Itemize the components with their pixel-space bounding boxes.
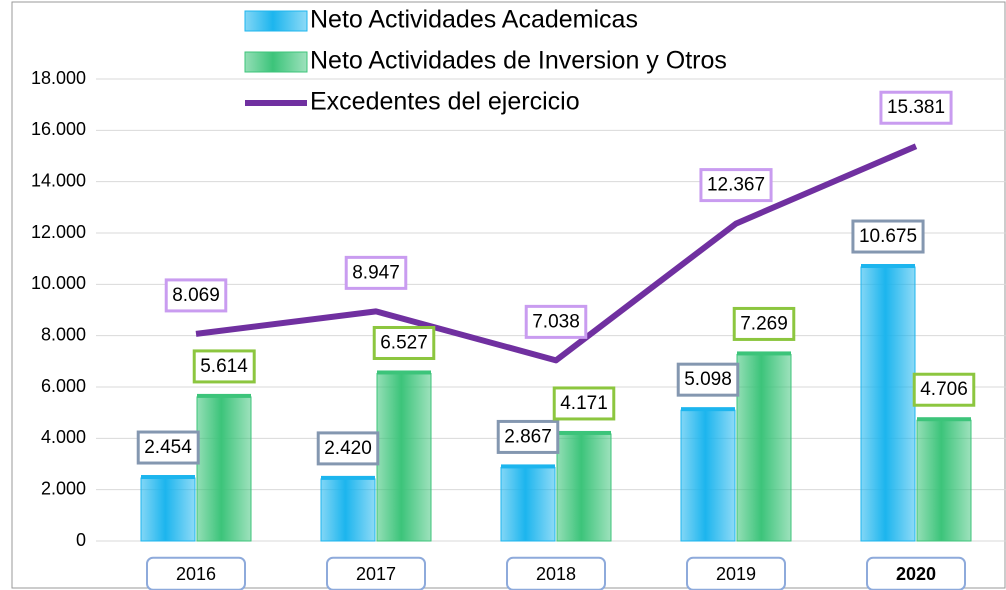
value-label-box (699, 168, 773, 203)
value-label-box (732, 306, 796, 341)
y-tick-label: 16.000 (31, 119, 86, 139)
x-tick-label: 2018 (536, 564, 576, 584)
value-label-box (316, 431, 380, 466)
value-label-box (192, 349, 256, 384)
y-tick-label: 14.000 (31, 170, 86, 190)
value-label: 10.675 (859, 226, 917, 247)
y-tick-label: 6.000 (41, 376, 86, 396)
bar (736, 353, 792, 542)
value-label: 4.706 (920, 379, 968, 400)
bar (376, 372, 432, 542)
bar-top (917, 417, 971, 422)
bar-top (861, 264, 915, 269)
y-tick-label: 10.000 (31, 273, 86, 293)
value-label-box (164, 278, 228, 313)
value-label: 5.098 (684, 369, 732, 390)
x-tick-label: 2017 (356, 564, 396, 584)
bar (916, 419, 972, 542)
value-label-box (496, 419, 560, 454)
value-label: 4.171 (560, 393, 608, 414)
value-label-box (676, 362, 740, 397)
y-tick-label: 18.000 (31, 68, 86, 88)
value-label-box (372, 325, 436, 360)
y-tick-label: 2.000 (41, 478, 86, 498)
value-label: 2.867 (504, 426, 552, 447)
value-label-box (912, 372, 976, 407)
value-label: 6.527 (380, 332, 428, 353)
x-tick-label: 2020 (896, 564, 936, 584)
y-tick-label: 0 (76, 530, 86, 550)
value-label-box (879, 90, 953, 125)
bar (860, 266, 916, 542)
legend-label: Neto Actividades de Inversion y Otros (310, 47, 727, 75)
value-label: 5.614 (200, 356, 248, 377)
bar (680, 409, 736, 542)
value-label-box (552, 386, 616, 421)
value-label-box (524, 304, 588, 339)
value-label: 8.069 (172, 285, 220, 306)
bar-top (197, 393, 251, 398)
x-tick-label: 2019 (716, 564, 756, 584)
x-tick-label: 2016 (176, 564, 216, 584)
bar-top (321, 475, 375, 480)
line (195, 143, 918, 364)
y-tick-label: 4.000 (41, 427, 86, 447)
value-label-box (136, 430, 200, 465)
value-label: 7.038 (532, 311, 580, 332)
bar (140, 477, 196, 542)
value-label: 7.269 (740, 313, 788, 334)
bar (500, 466, 556, 542)
value-label: 8.947 (352, 262, 400, 283)
legend-label: Neto Actividades Academicas (310, 6, 638, 34)
bar (320, 478, 376, 542)
legend-swatch (244, 51, 308, 73)
bar-top (141, 475, 195, 480)
bar (556, 433, 612, 542)
value-label: 2.420 (324, 438, 372, 459)
value-label: 15.381 (887, 97, 945, 118)
value-label-box (344, 255, 408, 290)
bar-top (501, 464, 555, 469)
value-label: 12.367 (707, 175, 765, 196)
value-label-box (851, 219, 925, 254)
bar (196, 396, 252, 542)
y-tick-label: 12.000 (31, 222, 86, 242)
legend-swatch (244, 10, 308, 32)
legend-label: Excedentes del ejercicio (310, 88, 580, 116)
bar-top (557, 430, 611, 435)
y-tick-label: 8.000 (41, 324, 86, 344)
bar-top (737, 351, 791, 356)
value-label: 2.454 (144, 437, 192, 458)
bar-top (681, 407, 735, 412)
bar-top (377, 370, 431, 375)
